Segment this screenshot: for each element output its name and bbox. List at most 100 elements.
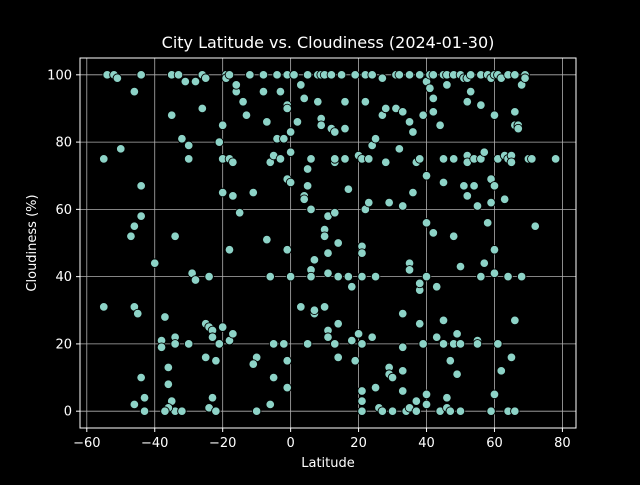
data-point xyxy=(200,73,211,83)
data-point xyxy=(384,197,394,208)
data-point xyxy=(479,147,490,157)
data-point xyxy=(279,339,289,349)
data-point xyxy=(381,103,391,114)
data-point xyxy=(302,181,313,191)
data-point xyxy=(387,372,398,383)
data-point xyxy=(513,123,523,134)
data-point xyxy=(217,322,228,332)
data-point xyxy=(330,154,340,164)
data-point xyxy=(163,362,174,373)
data-point xyxy=(367,70,377,80)
data-point xyxy=(275,154,286,164)
data-point xyxy=(459,181,469,191)
data-point xyxy=(510,315,520,326)
data-point xyxy=(489,389,500,400)
data-point xyxy=(408,187,418,198)
data-point xyxy=(323,332,333,342)
data-point xyxy=(126,231,136,242)
data-point xyxy=(482,218,493,228)
data-point xyxy=(299,194,309,205)
data-point xyxy=(302,339,313,349)
data-point xyxy=(183,154,194,164)
data-point xyxy=(99,302,109,312)
data-point xyxy=(421,389,432,400)
data-point xyxy=(245,70,255,80)
data-point xyxy=(160,312,170,322)
data-point xyxy=(493,339,503,349)
data-point xyxy=(411,396,422,406)
data-point xyxy=(333,352,343,363)
data-point xyxy=(211,355,221,366)
data-point xyxy=(262,117,272,127)
data-point xyxy=(323,248,333,258)
data-point xyxy=(340,123,350,134)
x-tick-label: −40 xyxy=(141,436,168,451)
data-point xyxy=(455,339,466,349)
data-point xyxy=(381,157,391,168)
data-point xyxy=(445,355,456,366)
data-point xyxy=(527,154,537,164)
data-point xyxy=(258,86,269,97)
data-point xyxy=(228,329,238,339)
data-point xyxy=(279,133,289,144)
data-point xyxy=(387,406,398,416)
data-point xyxy=(353,329,364,339)
data-point xyxy=(516,271,527,282)
data-point xyxy=(238,96,248,107)
data-point xyxy=(414,70,425,80)
data-points xyxy=(99,70,561,416)
data-point xyxy=(357,396,367,406)
data-point xyxy=(333,238,343,248)
data-point xyxy=(364,197,374,208)
data-point xyxy=(520,73,530,83)
data-point xyxy=(394,70,405,80)
data-point xyxy=(530,221,540,231)
data-point xyxy=(340,96,350,107)
x-tick-label: 80 xyxy=(554,436,571,451)
data-point xyxy=(228,191,238,201)
data-point xyxy=(299,93,309,104)
y-tick-label: 80 xyxy=(55,136,72,151)
data-point xyxy=(319,231,330,242)
data-point xyxy=(489,110,500,120)
data-point xyxy=(472,201,483,211)
data-point xyxy=(448,231,459,242)
data-point xyxy=(302,70,313,80)
x-axis-label: Latitude xyxy=(301,456,355,471)
data-point xyxy=(414,154,425,164)
data-point xyxy=(296,80,306,90)
data-point xyxy=(357,271,367,282)
data-point xyxy=(129,399,140,410)
data-point xyxy=(112,73,123,83)
data-point xyxy=(510,107,520,117)
data-point xyxy=(180,76,191,87)
data-point xyxy=(319,302,330,312)
data-point xyxy=(268,372,279,383)
data-point xyxy=(190,76,201,87)
x-tick-label: 60 xyxy=(486,436,503,451)
data-point xyxy=(421,399,432,410)
data-point xyxy=(333,271,343,282)
data-point xyxy=(431,281,442,292)
data-point xyxy=(340,154,350,164)
data-point xyxy=(455,261,466,272)
data-point xyxy=(330,339,340,349)
data-point xyxy=(173,70,184,80)
data-point xyxy=(265,271,275,282)
axis-ticks: −60 −40 −20 0 20 40 60 80 0 20 40 60 80 100 xyxy=(47,68,571,451)
y-axis-label: Cloudiness (%) xyxy=(25,194,40,291)
data-point xyxy=(370,271,381,282)
y-tick-label: 0 xyxy=(64,405,72,420)
data-point xyxy=(234,207,245,218)
data-point xyxy=(166,110,177,120)
data-point xyxy=(347,281,357,292)
data-point xyxy=(177,406,187,416)
data-point xyxy=(336,70,347,80)
data-point xyxy=(414,278,425,289)
data-point xyxy=(397,107,408,117)
data-point xyxy=(248,187,259,198)
data-point xyxy=(408,127,418,137)
data-point xyxy=(211,406,221,416)
data-point xyxy=(404,265,415,275)
